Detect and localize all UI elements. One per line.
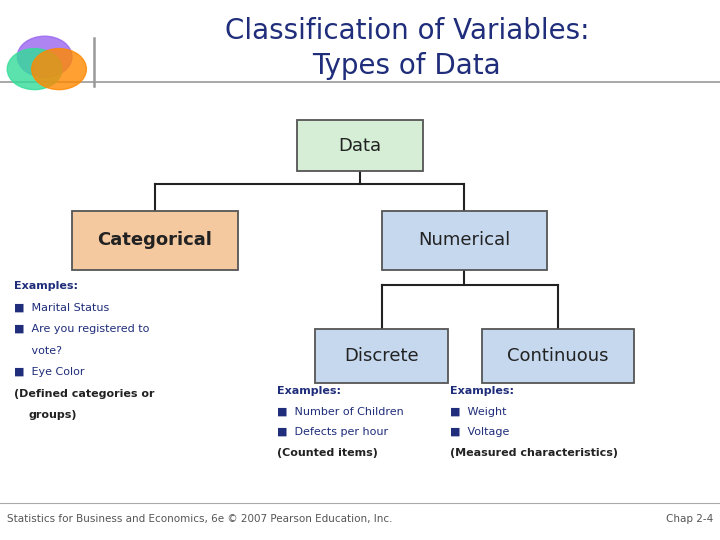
Circle shape: [7, 49, 62, 90]
Text: ■  Defects per hour: ■ Defects per hour: [277, 427, 388, 437]
Text: Classification of Variables:
Types of Data: Classification of Variables: Types of Da…: [225, 17, 589, 80]
Text: (Counted items): (Counted items): [277, 448, 378, 458]
Text: groups): groups): [29, 410, 77, 421]
Text: Statistics for Business and Economics, 6e © 2007 Pearson Education, Inc.: Statistics for Business and Economics, 6…: [7, 514, 392, 524]
Text: Continuous: Continuous: [508, 347, 608, 366]
Text: ■  Are you registered to: ■ Are you registered to: [14, 324, 150, 334]
Text: ■  Eye Color: ■ Eye Color: [14, 367, 85, 377]
Text: ■  Number of Children: ■ Number of Children: [277, 407, 404, 417]
Text: (Measured characteristics): (Measured characteristics): [450, 448, 618, 458]
FancyBboxPatch shape: [72, 211, 238, 270]
Text: Chap 2-4: Chap 2-4: [665, 514, 713, 524]
Text: ■  Weight: ■ Weight: [450, 407, 506, 417]
Text: vote?: vote?: [14, 346, 63, 356]
Text: ■  Marital Status: ■ Marital Status: [14, 302, 109, 313]
Circle shape: [32, 49, 86, 90]
Text: Data: Data: [338, 137, 382, 155]
Circle shape: [17, 36, 72, 77]
FancyBboxPatch shape: [382, 211, 547, 270]
Text: Examples:: Examples:: [277, 386, 341, 396]
Text: (Defined categories or: (Defined categories or: [14, 389, 155, 399]
Text: Examples:: Examples:: [450, 386, 514, 396]
Text: ■  Voltage: ■ Voltage: [450, 427, 509, 437]
Text: Numerical: Numerical: [418, 231, 510, 249]
Text: Examples:: Examples:: [14, 281, 78, 291]
FancyBboxPatch shape: [297, 120, 423, 172]
FancyBboxPatch shape: [482, 329, 634, 383]
Text: Categorical: Categorical: [97, 231, 212, 249]
FancyBboxPatch shape: [315, 329, 448, 383]
Text: Discrete: Discrete: [344, 347, 419, 366]
